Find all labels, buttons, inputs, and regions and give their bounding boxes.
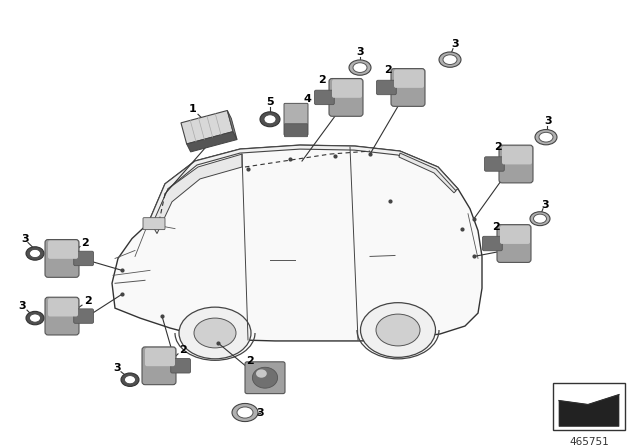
- Ellipse shape: [232, 404, 258, 422]
- Ellipse shape: [121, 373, 139, 387]
- Polygon shape: [148, 145, 458, 227]
- Ellipse shape: [26, 311, 44, 325]
- Text: 2: 2: [318, 74, 326, 85]
- Ellipse shape: [376, 314, 420, 346]
- FancyBboxPatch shape: [391, 69, 425, 106]
- FancyBboxPatch shape: [74, 251, 93, 266]
- Text: 2: 2: [246, 356, 254, 366]
- Ellipse shape: [439, 52, 461, 67]
- Text: 3: 3: [451, 39, 459, 49]
- Text: 3: 3: [356, 47, 364, 57]
- Ellipse shape: [535, 129, 557, 145]
- FancyBboxPatch shape: [142, 347, 176, 385]
- Ellipse shape: [264, 115, 276, 124]
- Polygon shape: [152, 154, 242, 233]
- Ellipse shape: [349, 60, 371, 75]
- Text: 2: 2: [81, 237, 89, 248]
- Polygon shape: [227, 111, 237, 140]
- FancyBboxPatch shape: [502, 146, 532, 164]
- Text: 5: 5: [266, 97, 274, 108]
- Ellipse shape: [530, 212, 550, 226]
- FancyBboxPatch shape: [332, 79, 362, 98]
- Ellipse shape: [252, 367, 278, 388]
- Text: 3: 3: [18, 301, 26, 311]
- Ellipse shape: [534, 214, 547, 223]
- FancyBboxPatch shape: [314, 90, 334, 105]
- FancyBboxPatch shape: [74, 309, 93, 323]
- Text: 2: 2: [84, 296, 92, 306]
- Polygon shape: [559, 395, 619, 426]
- Polygon shape: [112, 145, 482, 341]
- Ellipse shape: [443, 55, 457, 65]
- Ellipse shape: [29, 314, 40, 322]
- Ellipse shape: [26, 247, 44, 260]
- Text: 3: 3: [113, 363, 121, 373]
- FancyBboxPatch shape: [484, 157, 504, 171]
- FancyBboxPatch shape: [284, 103, 308, 135]
- FancyBboxPatch shape: [171, 358, 191, 373]
- FancyBboxPatch shape: [483, 236, 502, 251]
- FancyBboxPatch shape: [500, 226, 530, 244]
- FancyBboxPatch shape: [499, 145, 533, 183]
- FancyBboxPatch shape: [45, 297, 79, 335]
- Polygon shape: [187, 132, 237, 152]
- Text: 3: 3: [544, 116, 552, 126]
- FancyBboxPatch shape: [48, 241, 78, 259]
- FancyBboxPatch shape: [394, 69, 424, 88]
- FancyBboxPatch shape: [497, 224, 531, 263]
- Text: 2: 2: [384, 65, 392, 74]
- Text: 4: 4: [303, 95, 311, 104]
- FancyBboxPatch shape: [245, 362, 285, 394]
- Ellipse shape: [360, 303, 435, 358]
- Ellipse shape: [125, 375, 136, 384]
- Ellipse shape: [256, 369, 267, 378]
- Text: 3: 3: [21, 233, 29, 244]
- FancyBboxPatch shape: [143, 218, 165, 230]
- Text: 465751: 465751: [569, 437, 609, 448]
- Text: 2: 2: [492, 222, 500, 232]
- Text: 3: 3: [541, 200, 549, 210]
- Ellipse shape: [260, 112, 280, 127]
- Text: 2: 2: [494, 142, 502, 152]
- Ellipse shape: [237, 407, 253, 418]
- Polygon shape: [399, 153, 456, 193]
- Ellipse shape: [539, 132, 553, 142]
- Ellipse shape: [179, 307, 251, 359]
- FancyBboxPatch shape: [329, 78, 363, 116]
- Ellipse shape: [353, 63, 367, 73]
- FancyBboxPatch shape: [553, 383, 625, 431]
- FancyBboxPatch shape: [145, 348, 175, 366]
- FancyBboxPatch shape: [48, 298, 78, 316]
- Ellipse shape: [29, 250, 40, 258]
- FancyBboxPatch shape: [45, 240, 79, 277]
- FancyBboxPatch shape: [376, 80, 396, 95]
- Polygon shape: [181, 111, 233, 144]
- Text: 3: 3: [256, 408, 264, 418]
- Text: 1: 1: [189, 104, 197, 114]
- Ellipse shape: [194, 318, 236, 348]
- FancyBboxPatch shape: [285, 124, 307, 137]
- Text: 2: 2: [179, 345, 187, 355]
